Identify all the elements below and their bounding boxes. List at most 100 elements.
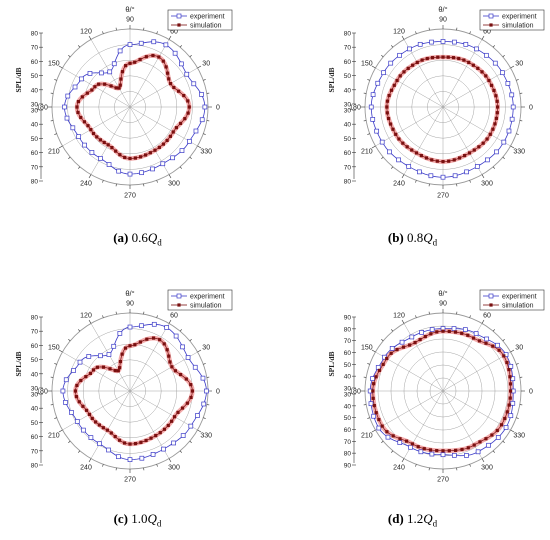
angle-label: 300 [481,465,493,472]
experiment-point [171,440,176,446]
legend-simulation-marker [177,23,181,27]
grid-spoke [375,106,444,147]
simulation-point [487,78,491,83]
simulation-point [148,151,152,155]
angle-tick [78,329,81,332]
simulation-point [143,153,148,157]
angle-label: 210 [48,149,60,156]
experiment-point [368,104,374,110]
r-tick-label: 50 [344,362,352,369]
experiment-point [389,346,395,351]
angle-tick [54,363,57,365]
simulation-point [428,448,433,452]
experiment-point [65,93,71,99]
angle-tick [68,55,71,58]
simulation-point [435,448,439,453]
caption-c-value: 1.0 [131,511,148,526]
angle-tick [391,45,394,48]
angle-tick [88,174,92,179]
simulation-point [177,89,181,93]
angle-tick [415,464,417,467]
angle-label: 60 [170,312,178,319]
experiment-point [429,39,434,45]
experiment-point [510,400,516,406]
simulation-point [183,117,187,121]
simulation-point [466,446,470,450]
experiment-point [370,376,375,381]
angle-label: 330 [513,433,525,440]
experiment-point [417,41,423,47]
experiment-point [63,377,69,383]
angle-tick [78,450,81,453]
simulation-point [447,329,451,334]
legend-experiment-marker [176,13,182,19]
angle-tick [371,429,376,433]
experiment-point [71,368,76,373]
experiment-point [503,425,509,430]
experiment-point [117,331,123,336]
angle-tick [481,319,485,324]
simulation-point [457,156,462,160]
angle-label: 120 [393,312,405,319]
angle-tick [189,156,192,159]
r-tick-label: 40 [344,374,352,381]
r-tick-label: 60 [31,150,39,157]
simulation-point [98,138,103,142]
angle-tick [189,55,192,58]
simulation-point [105,428,109,432]
experiment-point [429,451,435,457]
angle-tick [371,145,376,149]
simulation-point [389,88,394,92]
experiment-point [184,71,190,77]
experiment-point [505,81,511,86]
angle-tick [502,156,505,159]
experiment-point [509,92,515,98]
r-tick-label: 80 [31,179,39,186]
angle-tick [367,363,370,365]
angle-tick [367,79,370,81]
simulation-point [113,434,117,439]
caption-b-value: 0.8 [407,230,424,245]
experiment-point [106,447,111,453]
r-tick-label: 70 [31,45,39,52]
r-tick-label: 60 [31,434,39,441]
experiment-point [172,50,178,56]
angle-tick [381,339,384,342]
grid-spoke [62,106,131,147]
experiment-point [179,61,184,67]
legend-simulation-marker [489,23,493,27]
angle-label: 210 [361,149,373,156]
angle-label: 330 [200,433,212,440]
simulation-point [133,156,137,160]
simulation-point [494,116,499,120]
simulation-point [478,440,482,444]
simulation-point [189,395,193,400]
legend-simulation-marker [177,303,181,307]
simulation-point [436,55,440,59]
simulation-point [75,105,79,109]
angle-tick [203,417,206,419]
experiment-point [199,92,204,97]
r-tick-label: 30 [31,102,39,109]
simulation-point [391,434,395,438]
caption-b-var: Q [423,230,433,245]
angle-label: 270 [124,193,136,200]
simulation-point [128,344,132,348]
angle-label: 60 [170,28,178,35]
angle-tick [516,417,519,419]
simulation-point [460,331,464,335]
simulation-point [372,403,376,408]
simulation-point [79,378,83,383]
r-tick-label: 40 [31,371,39,378]
simulation-point [410,148,414,152]
simulation-point [424,156,429,160]
experiment-point [368,401,374,407]
simulation-point [408,343,412,347]
simulation-point [497,348,501,352]
simulation-point [397,137,401,141]
simulation-point [416,445,420,449]
experiment-point [407,46,412,52]
simulation-point [425,56,429,61]
angle-label: 330 [200,149,212,156]
r-tick-label: 70 [344,45,352,52]
